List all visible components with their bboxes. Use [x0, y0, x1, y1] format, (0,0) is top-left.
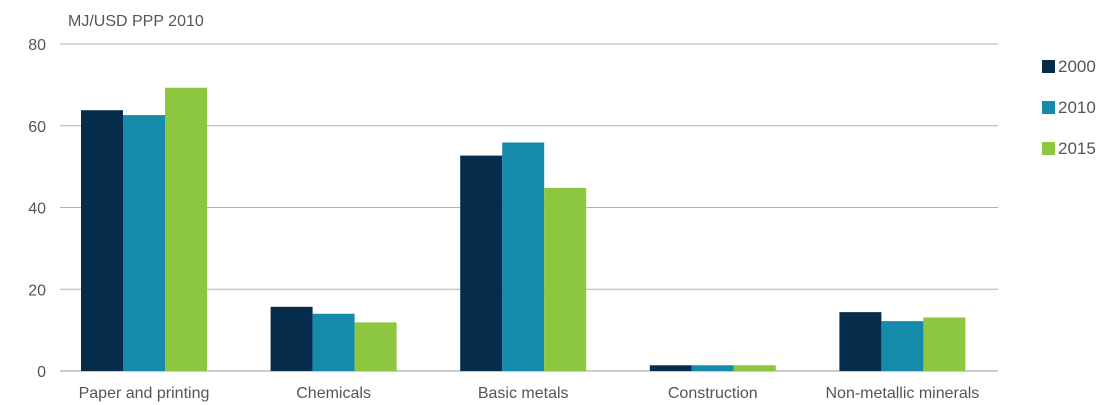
bar-2010: [502, 142, 545, 371]
bar-2015: [923, 317, 966, 371]
bar-2015: [165, 87, 207, 371]
x-tick-label: Paper and printing: [79, 385, 210, 402]
legend-swatch: [1042, 60, 1055, 73]
x-tick-label: Chemicals: [296, 385, 371, 402]
y-tick-label: 20: [28, 282, 46, 299]
bar-2015: [354, 322, 397, 371]
bar-2010: [881, 321, 924, 371]
bar-2000: [460, 155, 503, 371]
y-tick-label: 80: [28, 37, 46, 54]
y-tick-label: 0: [37, 364, 46, 381]
legend-label: 2010: [1058, 98, 1096, 117]
bar-2000: [839, 312, 882, 371]
x-tick-label: Basic metals: [478, 385, 569, 402]
legend-label: 2015: [1058, 139, 1096, 158]
bar-2000: [649, 365, 692, 371]
x-tick-label: Construction: [668, 385, 758, 402]
x-axis-ticks: Paper and printing Chemicals Basic metals C…: [79, 385, 980, 402]
y-tick-label: 60: [28, 119, 46, 136]
legend: 2000 2010 2015: [1042, 57, 1096, 158]
legend-swatch: [1042, 101, 1055, 114]
legend-swatch: [1042, 142, 1055, 155]
bar-2015: [733, 365, 776, 371]
y-axis-unit-label: MJ/USD PPP 2010: [68, 13, 204, 30]
x-tick-label: Non-metallic minerals: [825, 385, 979, 402]
bar-series: [81, 87, 966, 371]
y-axis-ticks: 0 20 40 60 80: [28, 37, 46, 381]
bar-2000: [270, 306, 313, 371]
bar-2015: [544, 187, 587, 371]
bar-2010: [312, 313, 355, 371]
bar-2010: [691, 365, 734, 371]
bar-2010: [123, 115, 165, 371]
legend-label: 2000: [1058, 57, 1096, 76]
y-tick-label: 40: [28, 201, 46, 218]
bar-2000: [81, 110, 123, 371]
